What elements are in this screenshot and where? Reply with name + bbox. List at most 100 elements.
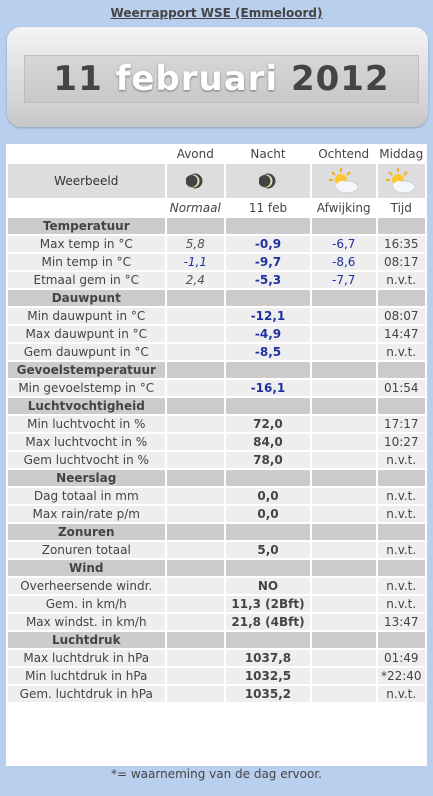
row-time: n.v.t.	[377, 452, 425, 468]
row-normaal	[166, 344, 225, 360]
row-label: Min dauwpunt in °C	[8, 308, 165, 324]
row-label: Gem dauwpunt in °C	[8, 344, 165, 360]
row-normaal	[166, 686, 225, 702]
row-time: 10:27	[377, 434, 425, 450]
section-title: Luchtdruk	[8, 632, 165, 648]
row-afwijking	[311, 578, 376, 594]
row-normaal	[166, 434, 225, 450]
table-row: Min dauwpunt in °C -12,1 08:07	[8, 308, 425, 324]
row-afwijking: -7,7	[311, 272, 376, 288]
weerbeeld-row: Weerbeeld	[8, 164, 425, 198]
row-value: 1037,8	[226, 650, 310, 666]
row-label: Min luchtdruk in hPa	[8, 668, 165, 684]
page-title-link[interactable]: Weerrapport WSE (Emmeloord)	[110, 6, 323, 20]
row-afwijking	[311, 686, 376, 702]
row-value: -8,5	[226, 344, 310, 360]
section-title: Neerslag	[8, 470, 165, 486]
row-value: 72,0	[226, 416, 310, 432]
sub-datum: 11 feb	[226, 200, 310, 216]
row-normaal	[166, 506, 225, 522]
weerbeeld-label: Weerbeeld	[8, 164, 165, 198]
row-time: 01:54	[377, 380, 425, 396]
row-normaal	[166, 668, 225, 684]
moon-icon	[166, 164, 225, 198]
section-header: Dauwpunt	[8, 290, 425, 306]
row-label: Gem. luchtdruk in hPa	[8, 686, 165, 702]
section-title: Dauwpunt	[8, 290, 165, 306]
date-day: 11	[53, 59, 103, 99]
row-afwijking	[311, 668, 376, 684]
row-time: *22:40	[377, 668, 425, 684]
row-value: 1035,2	[226, 686, 310, 702]
sub-afwijking: Afwijking	[311, 200, 376, 216]
row-value: 78,0	[226, 452, 310, 468]
table-row: Max rain/rate p/m 0,0 n.v.t.	[8, 506, 425, 522]
row-normaal	[166, 650, 225, 666]
col-middag: Middag	[377, 146, 425, 162]
row-afwijking	[311, 506, 376, 522]
row-normaal: 5,8	[166, 236, 225, 252]
date-year: 2012	[290, 59, 390, 99]
row-afwijking	[311, 308, 376, 324]
row-normaal: 2,4	[166, 272, 225, 288]
row-time: n.v.t.	[377, 596, 425, 612]
col-ochtend: Ochtend	[311, 146, 376, 162]
row-label: Etmaal gem in °C	[8, 272, 165, 288]
section-title: Gevoelstemperatuur	[8, 362, 165, 378]
row-time: n.v.t.	[377, 542, 425, 558]
row-value: 11,3 (2Bft)	[226, 596, 310, 612]
table-row: Gem luchtvocht in % 78,0 n.v.t.	[8, 452, 425, 468]
row-afwijking	[311, 488, 376, 504]
row-label: Max windst. in km/h	[8, 614, 165, 630]
row-value: 1032,5	[226, 668, 310, 684]
row-afwijking	[311, 650, 376, 666]
section-header: Luchtvochtigheid	[8, 398, 425, 414]
table-row: Zonuren totaal 5,0 n.v.t.	[8, 542, 425, 558]
row-time: 08:17	[377, 254, 425, 270]
section-header: Gevoelstemperatuur	[8, 362, 425, 378]
row-time: 17:17	[377, 416, 425, 432]
row-afwijking	[311, 380, 376, 396]
row-time: 14:47	[377, 326, 425, 342]
row-afwijking: -6,7	[311, 236, 376, 252]
row-afwijking	[311, 416, 376, 432]
section-header: Temperatuur	[8, 218, 425, 234]
section-title: Temperatuur	[8, 218, 165, 234]
table-row: Min luchtvocht in % 72,0 17:17	[8, 416, 425, 432]
row-time: n.v.t.	[377, 344, 425, 360]
footnote: *= waarneming van de dag ervoor.	[110, 767, 322, 781]
row-label: Max luchtdruk in hPa	[8, 650, 165, 666]
row-label: Min luchtvocht in %	[8, 416, 165, 432]
row-value: -4,9	[226, 326, 310, 342]
row-afwijking	[311, 434, 376, 450]
row-normaal	[166, 380, 225, 396]
sub-tijd: Tijd	[377, 200, 425, 216]
section-header: Wind	[8, 560, 425, 576]
section-header: Neerslag	[8, 470, 425, 486]
section-title: Luchtvochtigheid	[8, 398, 165, 414]
row-afwijking	[311, 344, 376, 360]
row-value: -5,3	[226, 272, 310, 288]
row-normaal	[166, 614, 225, 630]
table-row: Etmaal gem in °C 2,4 -5,3 -7,7 n.v.t.	[8, 272, 425, 288]
section-header: Luchtdruk	[8, 632, 425, 648]
column-header-row: Avond Nacht Ochtend Middag	[8, 146, 425, 162]
sub-normaal: Normaal	[166, 200, 225, 216]
row-afwijking	[311, 452, 376, 468]
row-label: Zonuren totaal	[8, 542, 165, 558]
moon-icon	[226, 164, 310, 198]
table-row: Min gevoelstemp in °C -16,1 01:54	[8, 380, 425, 396]
row-value: 84,0	[226, 434, 310, 450]
section-title: Wind	[8, 560, 165, 576]
row-value: NO	[226, 578, 310, 594]
row-normaal	[166, 416, 225, 432]
table-row: Gem. luchtdruk in hPa 1035,2 n.v.t.	[8, 686, 425, 702]
table-row: Max windst. in km/h 21,8 (4Bft) 13:47	[8, 614, 425, 630]
row-label: Dag totaal in mm	[8, 488, 165, 504]
date-month: februari	[115, 59, 279, 99]
partly-sunny-icon	[377, 164, 425, 198]
row-time: n.v.t.	[377, 272, 425, 288]
row-normaal	[166, 542, 225, 558]
table-row: Overheersende windr. NO n.v.t.	[8, 578, 425, 594]
row-normaal	[166, 326, 225, 342]
